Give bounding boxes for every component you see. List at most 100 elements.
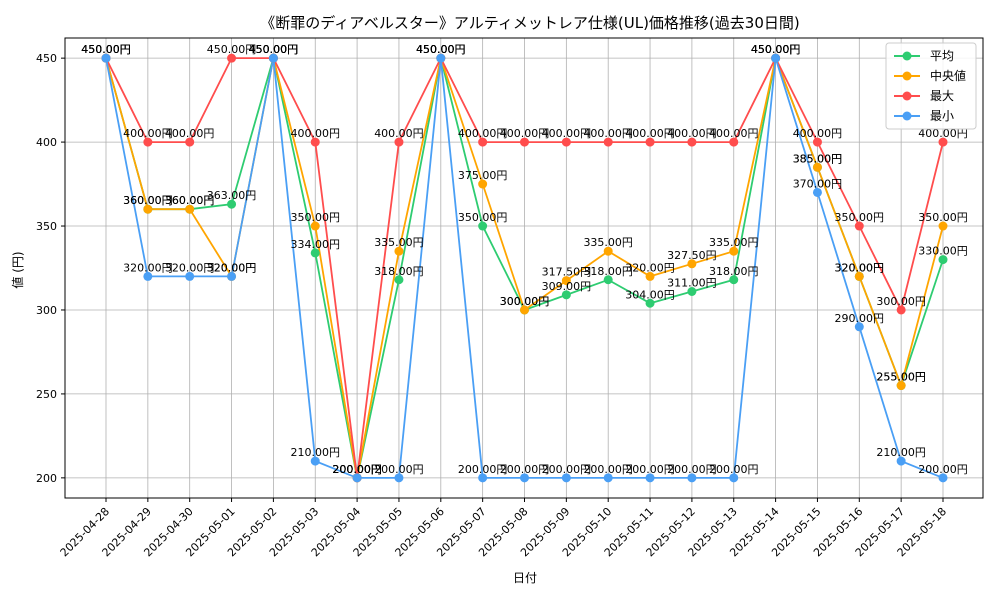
data-label: 400.00円 xyxy=(709,127,759,140)
data-point xyxy=(185,271,195,281)
data-label: 210.00円 xyxy=(876,446,926,459)
data-label: 200.00円 xyxy=(332,463,382,476)
data-label: 320.00円 xyxy=(625,261,675,274)
data-point xyxy=(729,275,739,285)
data-label: 400.00円 xyxy=(918,127,968,140)
data-label: 400.00円 xyxy=(291,127,341,140)
data-label: 450.00円 xyxy=(751,43,801,56)
data-point xyxy=(771,53,781,63)
data-point xyxy=(561,473,571,483)
data-point xyxy=(687,259,697,269)
data-label: 200.00円 xyxy=(500,463,550,476)
data-labels: 450.00円360.00円360.00円363.00円450.00円334.0… xyxy=(81,43,968,476)
data-point xyxy=(310,456,320,466)
data-point xyxy=(227,271,237,281)
data-point xyxy=(896,456,906,466)
data-label: 311.00円 xyxy=(667,277,717,290)
data-label: 320.00円 xyxy=(835,261,885,274)
y-tick-label: 200 xyxy=(36,472,57,485)
legend-label: 中央値 xyxy=(930,68,966,83)
data-point xyxy=(938,221,948,231)
legend-box xyxy=(885,42,977,130)
data-label: 450.00円 xyxy=(751,43,801,56)
data-label: 450.00円 xyxy=(207,43,257,56)
data-label: 318.00円 xyxy=(374,265,424,278)
y-tick-label: 250 xyxy=(36,388,57,401)
data-label: 400.00円 xyxy=(165,127,215,140)
data-point xyxy=(478,137,488,147)
data-label: 450.00円 xyxy=(249,43,299,56)
data-point xyxy=(812,187,822,197)
data-label: 450.00円 xyxy=(81,43,131,56)
data-point xyxy=(143,137,153,147)
legend-label: 最小 xyxy=(930,109,954,123)
data-label: 375.00円 xyxy=(458,169,508,182)
data-label: 320.00円 xyxy=(165,261,215,274)
data-label: 200.00円 xyxy=(583,463,633,476)
y-tick-label: 350 xyxy=(36,220,57,233)
data-point xyxy=(143,204,153,214)
data-label: 200.00円 xyxy=(625,463,675,476)
data-point xyxy=(729,473,739,483)
data-label: 400.00円 xyxy=(583,127,633,140)
x-axis-label: 日付 xyxy=(513,571,537,585)
data-label: 400.00円 xyxy=(123,127,173,140)
data-point xyxy=(478,179,488,189)
data-point xyxy=(394,246,404,256)
series-points xyxy=(101,53,948,483)
data-point xyxy=(729,137,739,147)
data-label: 318.00円 xyxy=(709,265,759,278)
data-point xyxy=(227,53,237,63)
data-label: 400.00円 xyxy=(667,127,717,140)
data-point xyxy=(854,271,864,281)
data-point xyxy=(185,137,195,147)
data-label: 200.00円 xyxy=(374,463,424,476)
data-label: 400.00円 xyxy=(793,127,843,140)
data-label: 385.00円 xyxy=(793,152,843,165)
legend-marker xyxy=(902,51,912,61)
data-point xyxy=(478,221,488,231)
data-label: 360.00円 xyxy=(165,194,215,207)
data-point xyxy=(687,137,697,147)
data-point xyxy=(561,137,571,147)
data-label: 320.00円 xyxy=(207,261,257,274)
data-label: 350.00円 xyxy=(835,211,885,224)
data-label: 200.00円 xyxy=(918,463,968,476)
data-label: 450.00円 xyxy=(249,43,299,56)
data-label: 400.00円 xyxy=(458,127,508,140)
data-point xyxy=(603,275,613,285)
data-label: 327.50円 xyxy=(667,249,717,262)
data-point xyxy=(854,221,864,231)
data-label: 330.00円 xyxy=(918,245,968,258)
data-point xyxy=(729,246,739,256)
data-point xyxy=(603,246,613,256)
data-label: 335.00円 xyxy=(709,236,759,249)
data-point xyxy=(938,255,948,265)
data-point xyxy=(352,473,362,483)
data-label: 320.00円 xyxy=(835,261,885,274)
data-label: 255.00円 xyxy=(876,371,926,384)
data-label: 450.00円 xyxy=(416,43,466,56)
data-point xyxy=(938,473,948,483)
data-label: 400.00円 xyxy=(625,127,675,140)
data-label: 290.00円 xyxy=(835,312,885,325)
data-label: 335.00円 xyxy=(374,236,424,249)
data-point xyxy=(896,305,906,315)
data-label: 200.00円 xyxy=(542,463,592,476)
data-point xyxy=(478,473,488,483)
data-point xyxy=(310,248,320,258)
data-point xyxy=(687,473,697,483)
data-label: 450.00円 xyxy=(416,43,466,56)
data-label: 450.00円 xyxy=(249,43,299,56)
data-label: 200.00円 xyxy=(332,463,382,476)
data-point xyxy=(561,290,571,300)
data-point xyxy=(394,137,404,147)
data-point xyxy=(812,162,822,172)
data-label: 334.00円 xyxy=(291,238,341,251)
data-label: 318.00円 xyxy=(583,265,633,278)
data-label: 450.00円 xyxy=(751,43,801,56)
data-point xyxy=(520,137,529,147)
data-point xyxy=(394,473,404,483)
data-label: 200.00円 xyxy=(458,463,508,476)
data-label: 400.00円 xyxy=(542,127,592,140)
